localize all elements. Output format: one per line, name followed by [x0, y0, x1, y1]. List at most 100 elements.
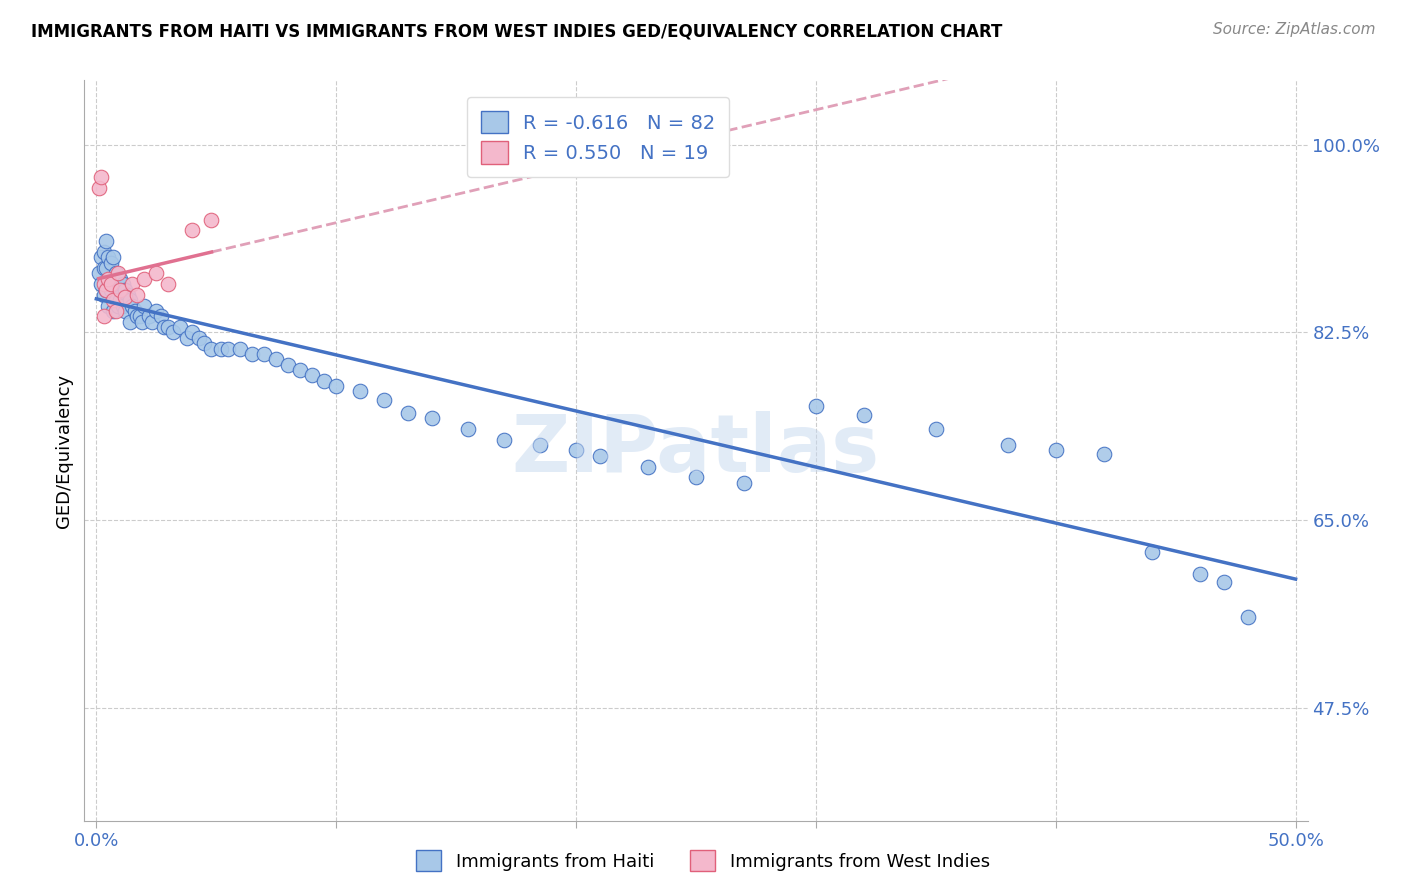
Point — [314, 374, 336, 388]
Point — [110, 293, 132, 308]
Point — [145, 304, 167, 318]
Point — [457, 422, 479, 436]
Point — [804, 400, 827, 414]
Point — [94, 283, 117, 297]
Point — [107, 267, 129, 281]
Point — [349, 384, 371, 399]
Point — [169, 320, 191, 334]
Point — [925, 422, 948, 436]
Point — [1188, 566, 1211, 581]
Point — [1236, 609, 1258, 624]
Point — [181, 326, 204, 340]
Point — [229, 342, 252, 356]
Point — [264, 352, 287, 367]
Point — [101, 304, 124, 318]
Point — [90, 277, 112, 292]
Point — [90, 169, 112, 184]
Point — [131, 315, 153, 329]
Point — [565, 443, 588, 458]
Point — [1045, 443, 1067, 458]
Point — [111, 299, 134, 313]
Point — [118, 315, 141, 329]
Point — [134, 299, 156, 313]
Legend: R = -0.616   N = 82, R = 0.550   N = 19: R = -0.616 N = 82, R = 0.550 N = 19 — [467, 97, 730, 178]
Point — [100, 283, 122, 297]
Point — [97, 250, 120, 264]
Point — [217, 342, 239, 356]
Point — [150, 310, 173, 324]
Legend: Immigrants from Haiti, Immigrants from West Indies: Immigrants from Haiti, Immigrants from W… — [409, 843, 997, 879]
Point — [100, 277, 122, 292]
Point — [121, 277, 143, 292]
Point — [145, 267, 167, 281]
Point — [94, 234, 117, 248]
Point — [589, 449, 612, 463]
Point — [373, 392, 395, 407]
Point — [93, 261, 115, 276]
Point — [94, 283, 117, 297]
Point — [114, 304, 136, 318]
Point — [128, 310, 150, 324]
Point — [997, 438, 1019, 452]
Point — [101, 293, 124, 308]
Point — [104, 293, 127, 308]
Text: ZIPatlas: ZIPatlas — [512, 411, 880, 490]
Point — [127, 288, 149, 302]
Point — [181, 223, 204, 237]
Point — [290, 363, 312, 377]
Point — [93, 277, 115, 292]
Point — [110, 283, 132, 297]
Text: Source: ZipAtlas.com: Source: ZipAtlas.com — [1212, 22, 1375, 37]
Point — [97, 299, 120, 313]
Point — [90, 250, 112, 264]
Point — [188, 331, 211, 345]
Point — [1212, 575, 1234, 590]
Point — [121, 299, 143, 313]
Point — [277, 358, 299, 372]
Point — [162, 326, 184, 340]
Point — [93, 288, 115, 302]
Point — [200, 212, 222, 227]
Point — [1140, 545, 1163, 559]
Point — [124, 304, 146, 318]
Point — [104, 267, 127, 281]
Point — [733, 475, 755, 490]
Point — [141, 315, 163, 329]
Point — [852, 408, 875, 422]
Point — [494, 433, 516, 447]
Point — [157, 320, 180, 334]
Point — [200, 342, 222, 356]
Point — [87, 267, 110, 281]
Point — [325, 379, 347, 393]
Point — [94, 261, 117, 276]
Point — [209, 342, 232, 356]
Point — [637, 459, 659, 474]
Point — [420, 411, 443, 425]
Point — [101, 277, 124, 292]
Point — [107, 272, 129, 286]
Point — [253, 347, 276, 361]
Point — [87, 180, 110, 194]
Point — [117, 288, 139, 302]
Point — [685, 470, 707, 484]
Text: IMMIGRANTS FROM HAITI VS IMMIGRANTS FROM WEST INDIES GED/EQUIVALENCY CORRELATION: IMMIGRANTS FROM HAITI VS IMMIGRANTS FROM… — [31, 22, 1002, 40]
Point — [152, 320, 174, 334]
Point — [97, 272, 120, 286]
Point — [114, 283, 136, 297]
Point — [193, 336, 215, 351]
Point — [301, 368, 323, 383]
Point — [101, 250, 124, 264]
Point — [529, 438, 551, 452]
Point — [240, 347, 263, 361]
Point — [100, 255, 122, 269]
Point — [93, 244, 115, 259]
Point — [176, 331, 198, 345]
Point — [127, 310, 149, 324]
Point — [157, 277, 180, 292]
Point — [118, 293, 141, 308]
Point — [93, 310, 115, 324]
Point — [110, 272, 132, 286]
Point — [396, 406, 419, 420]
Point — [134, 272, 156, 286]
Point — [114, 290, 136, 304]
